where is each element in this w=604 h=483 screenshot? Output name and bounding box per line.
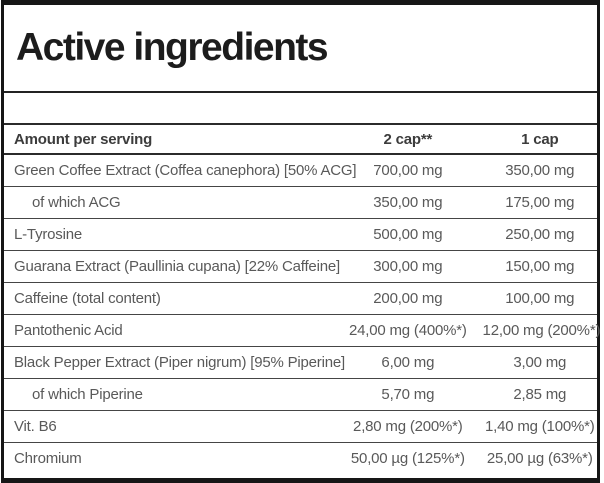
amount-1cap: 3,00 mg	[482, 346, 597, 379]
ingredients-table: Amount per serving 2 cap** 1 cap Green C…	[4, 123, 600, 475]
table-row: of which ACG 350,00 mg 175,00 mg	[4, 186, 597, 219]
amount-1cap: 1,40 mg (100%*)	[482, 410, 597, 443]
amount-1cap: 25,00 µg (63%*)	[486, 450, 593, 467]
table-row: Chromium 50,00 µg (125%*) 25,00 µg (63%*…	[4, 443, 597, 475]
amount-2cap: 6,00 mg	[333, 346, 483, 379]
table-row: Guarana Extract (Paullinia cupana) [22% …	[4, 250, 597, 283]
table-row: Black Pepper Extract (Piper nigrum) [95%…	[4, 346, 597, 379]
table-row: Green Coffee Extract (Coffea canephora) …	[4, 154, 597, 187]
amount-1cap: 12,00 mg (200%*)	[482, 314, 600, 347]
amount-1cap: 100,00 mg	[482, 282, 597, 315]
header-table-spacer	[4, 93, 597, 123]
table-row: Vit. B6 2,80 mg (200%*) 1,40 mg (100%*)	[4, 410, 597, 443]
table-row: L-Tyrosine 500,00 mg 250,00 mg	[4, 218, 597, 251]
panel-header: Active ingredients	[4, 5, 597, 93]
amount-2cap: 200,00 mg	[333, 282, 483, 315]
ingredient-name: Vit. B6	[4, 410, 334, 443]
amount-2cap: 700,00 mg	[333, 154, 483, 187]
amount-1cap: 150,00 mg	[482, 250, 597, 283]
ingredient-name: Chromium	[14, 450, 82, 467]
column-header-amount-per-serving: Amount per serving	[4, 123, 334, 155]
ingredient-name: Black Pepper Extract (Piper nigrum) [95%…	[4, 346, 345, 379]
amount-2cap: 5,70 mg	[333, 378, 483, 411]
ingredient-name: Green Coffee Extract (Coffea canephora) …	[4, 154, 357, 187]
table-row: Caffeine (total content) 200,00 mg 100,0…	[4, 282, 597, 315]
amount-1cap: 2,85 mg	[482, 378, 597, 411]
column-header-2cap: 2 cap**	[333, 123, 483, 155]
table-header: Amount per serving 2 cap** 1 cap	[4, 123, 597, 155]
amount-1cap: 250,00 mg	[482, 218, 597, 251]
amount-2cap: 24,00 mg (400%*)	[333, 314, 483, 347]
amount-2cap: 350,00 mg	[333, 186, 483, 219]
header-row: Amount per serving 2 cap** 1 cap	[4, 123, 597, 155]
ingredient-name: Guarana Extract (Paullinia cupana) [22% …	[4, 250, 340, 283]
ingredient-name: Caffeine (total content)	[4, 282, 334, 315]
amount-1cap: 350,00 mg	[482, 154, 597, 187]
ingredient-name: Pantothenic Acid	[4, 314, 334, 347]
table-row: of which Piperine 5,70 mg 2,85 mg	[4, 378, 597, 411]
amount-2cap: 300,00 mg	[333, 250, 483, 283]
amount-2cap: 500,00 mg	[333, 218, 483, 251]
amount-1cap: 175,00 mg	[482, 186, 597, 219]
ingredient-name: of which ACG	[4, 186, 334, 219]
page-title: Active ingredients	[16, 26, 329, 69]
ingredient-name: L-Tyrosine	[4, 218, 334, 251]
table-body: Green Coffee Extract (Coffea canephora) …	[4, 154, 600, 475]
amount-2cap: 50,00 µg (125%*)	[350, 450, 465, 467]
amount-2cap: 2,80 mg (200%*)	[333, 410, 483, 443]
ingredient-name: of which Piperine	[4, 378, 334, 411]
table-row: Pantothenic Acid 24,00 mg (400%*) 12,00 …	[4, 314, 600, 347]
column-header-1cap: 1 cap	[482, 123, 597, 155]
